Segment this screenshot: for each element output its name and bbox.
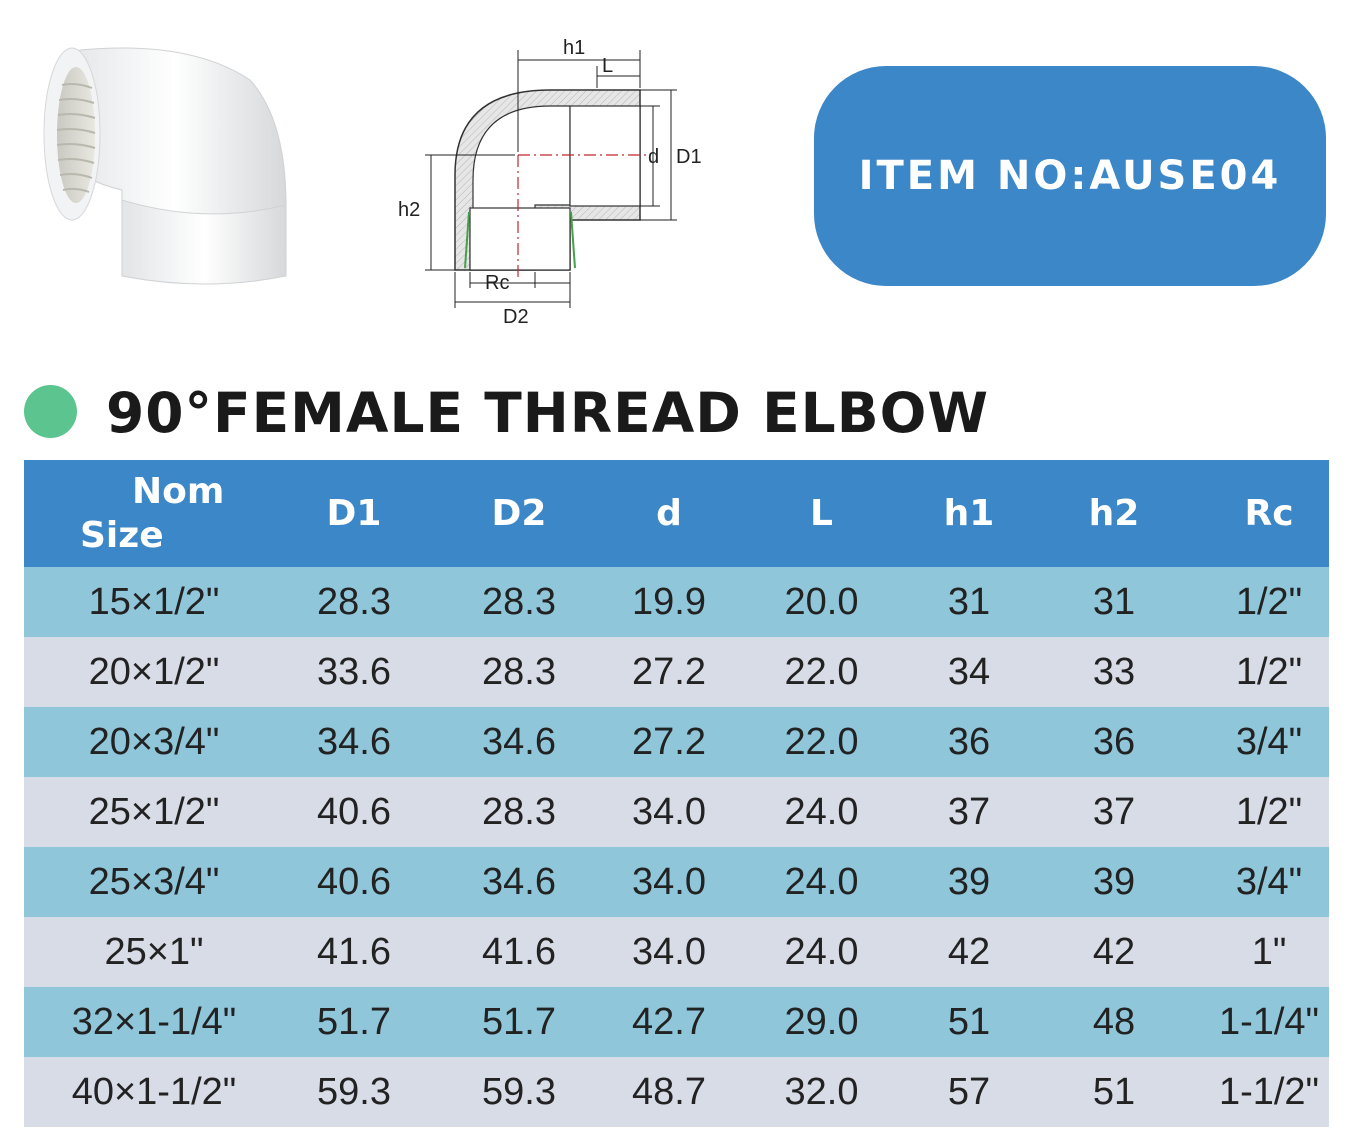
table-cell: 48 <box>1019 987 1209 1057</box>
table-cell: 24.0 <box>724 777 919 847</box>
table-cell: 1-1/2" <box>1209 1057 1329 1127</box>
table-cell: 3/4" <box>1209 847 1329 917</box>
table-cell: 15×1/2" <box>24 567 284 637</box>
diagram-label-D1: D1 <box>676 146 702 168</box>
table-header-row: Nom Size D1 D2 d L h1 h2 Rc <box>24 460 1329 567</box>
table-cell: 34 <box>919 637 1019 707</box>
table-cell: 20.0 <box>724 567 919 637</box>
table-cell: 25×1/2" <box>24 777 284 847</box>
table-cell: 41.6 <box>424 917 614 987</box>
table-cell: 22.0 <box>724 637 919 707</box>
table-cell: 34.0 <box>614 777 724 847</box>
spec-table: Nom Size D1 D2 d L h1 h2 Rc 15×1/2" 28.3 2… <box>24 460 1329 1127</box>
diagram-label-Rc: Rc <box>485 272 509 294</box>
table-cell: 59.3 <box>424 1057 614 1127</box>
table-cell: 39 <box>919 847 1019 917</box>
table-cell: 34.6 <box>284 707 424 777</box>
table-cell: 51.7 <box>284 987 424 1057</box>
table-cell: 36 <box>919 707 1019 777</box>
table-cell: 51.7 <box>424 987 614 1057</box>
diagram-label-h2: h2 <box>398 199 420 221</box>
table-cell: 29.0 <box>724 987 919 1057</box>
table-cell: 59.3 <box>284 1057 424 1127</box>
table-cell: 40.6 <box>284 777 424 847</box>
table-cell: 1/2" <box>1209 637 1329 707</box>
table-cell: 42.7 <box>614 987 724 1057</box>
header-L: L <box>724 460 919 567</box>
table-cell: 27.2 <box>614 707 724 777</box>
header-nom-size: Nom Size <box>24 460 284 567</box>
table-body: 15×1/2" 28.3 28.3 19.9 20.0 31 31 1/2" 20×1/2" 33… <box>24 567 1329 1127</box>
table-cell: 1-1/4" <box>1209 987 1329 1057</box>
table-cell: 27.2 <box>614 637 724 707</box>
table-cell: 24.0 <box>724 917 919 987</box>
table-cell: 22.0 <box>724 707 919 777</box>
header-D2: D2 <box>424 460 614 567</box>
table-cell: 1/2" <box>1209 567 1329 637</box>
table-cell: 32×1-1/4" <box>24 987 284 1057</box>
table-cell: 42 <box>1019 917 1209 987</box>
table-row: 15×1/2" 28.3 28.3 19.9 20.0 31 31 1/2" <box>24 567 1329 637</box>
table-cell: 31 <box>1019 567 1209 637</box>
table-cell: 57 <box>919 1057 1019 1127</box>
table-cell: 24.0 <box>724 847 919 917</box>
header-d: d <box>614 460 724 567</box>
table-row: 20×1/2" 33.6 28.3 27.2 22.0 34 33 1/2" <box>24 637 1329 707</box>
table-cell: 20×1/2" <box>24 637 284 707</box>
table-cell: 34.6 <box>424 707 614 777</box>
table-cell: 19.9 <box>614 567 724 637</box>
table-row: 32×1-1/4" 51.7 51.7 42.7 29.0 51 48 1-1/4" <box>24 987 1329 1057</box>
elbow-dimension-diagram: h1 L d D1 h2 Rc D2 <box>398 37 702 328</box>
table-cell: 34.0 <box>614 917 724 987</box>
table-cell: 34.6 <box>424 847 614 917</box>
table-cell: 25×3/4" <box>24 847 284 917</box>
header-h1: h1 <box>919 460 1019 567</box>
table-cell: 34.0 <box>614 847 724 917</box>
header-h2: h2 <box>1019 460 1209 567</box>
diagram-label-h1: h1 <box>563 37 585 59</box>
table-cell: 51 <box>1019 1057 1209 1127</box>
table-cell: 37 <box>919 777 1019 847</box>
item-number-badge: ITEM NO:AUSE04 <box>814 66 1326 286</box>
header-nom-line2: Size <box>80 514 164 556</box>
table-row: 25×3/4" 40.6 34.6 34.0 24.0 39 39 3/4" <box>24 847 1329 917</box>
header-nom-line1: Nom <box>132 470 225 512</box>
header-Rc: Rc <box>1209 460 1329 567</box>
diagram-label-L: L <box>602 55 613 77</box>
table-cell: 39 <box>1019 847 1209 917</box>
table-cell: 3/4" <box>1209 707 1329 777</box>
header-D1: D1 <box>284 460 424 567</box>
table-cell: 20×3/4" <box>24 707 284 777</box>
title-bullet-dot <box>24 385 77 438</box>
table-row: 40×1-1/2" 59.3 59.3 48.7 32.0 57 51 1-1/2" <box>24 1057 1329 1127</box>
table-cell: 28.3 <box>424 637 614 707</box>
table-cell: 33 <box>1019 637 1209 707</box>
table-cell: 40.6 <box>284 847 424 917</box>
table-cell: 31 <box>919 567 1019 637</box>
table-cell: 1/2" <box>1209 777 1329 847</box>
table-cell: 48.7 <box>614 1057 724 1127</box>
table-cell: 33.6 <box>284 637 424 707</box>
table-cell: 42 <box>919 917 1019 987</box>
table-cell: 36 <box>1019 707 1209 777</box>
table-cell: 32.0 <box>724 1057 919 1127</box>
table-cell: 37 <box>1019 777 1209 847</box>
diagram-label-D2: D2 <box>503 306 529 328</box>
table-cell: 25×1" <box>24 917 284 987</box>
table-cell: 41.6 <box>284 917 424 987</box>
table-row: 25×1/2" 40.6 28.3 34.0 24.0 37 37 1/2" <box>24 777 1329 847</box>
table-cell: 28.3 <box>424 567 614 637</box>
elbow-product-photo <box>43 47 287 285</box>
table-cell: 40×1-1/2" <box>24 1057 284 1127</box>
product-title: 90°FEMALE THREAD ELBOW <box>106 381 990 445</box>
table-cell: 28.3 <box>284 567 424 637</box>
table-row: 20×3/4" 34.6 34.6 27.2 22.0 36 36 3/4" <box>24 707 1329 777</box>
table-cell: 51 <box>919 987 1019 1057</box>
table-row: 25×1" 41.6 41.6 34.0 24.0 42 42 1" <box>24 917 1329 987</box>
item-number-label: ITEM NO:AUSE04 <box>858 153 1282 199</box>
table-cell: 1" <box>1209 917 1329 987</box>
diagram-label-d: d <box>648 146 659 168</box>
table-cell: 28.3 <box>424 777 614 847</box>
